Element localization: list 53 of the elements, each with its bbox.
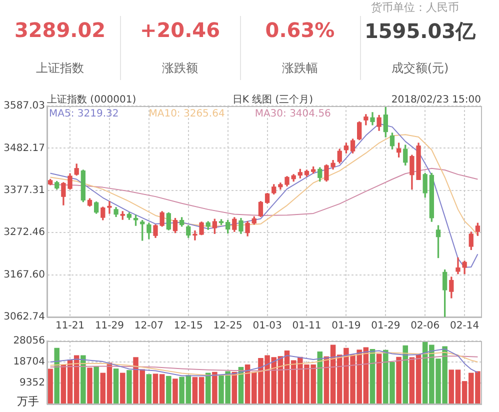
bar bbox=[396, 356, 402, 404]
chart-subtitle: 日K 线图 (三个月) bbox=[232, 94, 314, 106]
bar bbox=[146, 374, 152, 404]
y-tick-label: 3587.03 bbox=[4, 100, 45, 112]
x-tick-label: 12-25 bbox=[213, 320, 242, 332]
bar bbox=[402, 345, 408, 404]
bar bbox=[205, 372, 211, 404]
x-tick-label: 12-15 bbox=[174, 320, 203, 332]
x-tick-label: 01-11 bbox=[292, 320, 322, 332]
bar bbox=[370, 348, 376, 404]
text: MA5: 3219.32 bbox=[49, 108, 119, 120]
x-tick-label: 01-19 bbox=[332, 320, 361, 332]
category-label: 涨跌额 bbox=[161, 60, 199, 77]
bar bbox=[113, 368, 119, 404]
bar bbox=[376, 354, 382, 404]
bar bbox=[87, 368, 92, 404]
y-tick-label: 9352 bbox=[20, 378, 45, 389]
text: MA30: 3404.56 bbox=[254, 108, 331, 120]
bar bbox=[54, 348, 60, 404]
bar bbox=[80, 355, 86, 404]
x-tick-label: 02-06 bbox=[410, 320, 440, 332]
bar bbox=[166, 376, 172, 404]
x-tick-label: 01-29 bbox=[371, 320, 400, 332]
x-tick-label: 11-29 bbox=[94, 320, 124, 332]
category-label: 成交额(元) bbox=[390, 60, 450, 77]
text: 0.63% bbox=[265, 18, 335, 42]
x-tick-label: 12-07 bbox=[134, 320, 164, 332]
y-tick-label: 3482.17 bbox=[4, 142, 45, 154]
category-label: 涨跌幅 bbox=[281, 60, 319, 77]
bar bbox=[126, 370, 132, 404]
x-tick-label: 02-14 bbox=[450, 320, 480, 332]
y-tick-label: 18704 bbox=[13, 356, 45, 368]
chart-title: 上证指数 (000001) bbox=[47, 94, 136, 106]
text: 货币单位：人民币 bbox=[371, 0, 459, 15]
bar bbox=[94, 366, 99, 404]
bar bbox=[172, 378, 178, 404]
y-tick-label: 3167.60 bbox=[4, 269, 45, 280]
text: +20.46 bbox=[140, 18, 220, 42]
y-tick-label: 28056 bbox=[13, 336, 45, 347]
y-tick-label: 3062.74 bbox=[4, 312, 45, 323]
x-tick-label: 11-21 bbox=[55, 320, 85, 332]
bar bbox=[48, 368, 53, 404]
bar bbox=[212, 372, 218, 404]
y-tick-label: 3272.46 bbox=[4, 227, 45, 238]
text: 2018/02/23 15:00 bbox=[391, 94, 481, 106]
y-tick-label: 3377.31 bbox=[4, 184, 45, 196]
bar bbox=[120, 372, 126, 404]
category-label: 上证指数 bbox=[35, 60, 85, 77]
y-axis-title: 万手 bbox=[17, 394, 39, 408]
text: 1595.03亿 bbox=[364, 19, 476, 43]
x-tick-label: 01-03 bbox=[252, 320, 282, 332]
text: MA10: 3265.64 bbox=[148, 108, 225, 120]
text: 3289.02 bbox=[14, 18, 106, 42]
